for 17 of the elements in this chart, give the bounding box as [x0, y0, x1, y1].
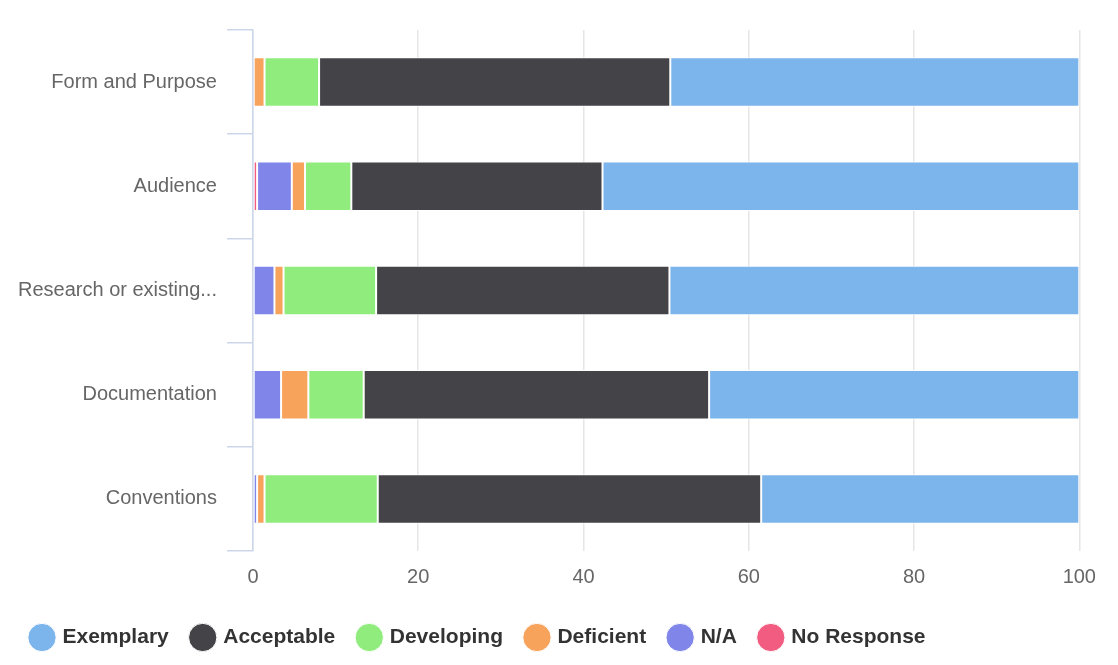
legend-label: Acceptable — [223, 624, 336, 648]
legend-label: N/A — [700, 624, 737, 648]
x-tick-label: 0 — [247, 564, 259, 587]
x-tick-label: 100 — [1062, 564, 1096, 587]
x-tick-label: 60 — [737, 564, 760, 587]
y-tick-label: Form and Purpose — [51, 69, 217, 92]
x-tick-label: 20 — [407, 564, 430, 587]
y-tick-label: Audience — [133, 173, 217, 196]
legend-label: Developing — [389, 624, 503, 648]
y-tick-label: Research or existing... — [17, 278, 217, 301]
x-tick-label: 40 — [572, 564, 595, 587]
x-tick-label: 80 — [902, 564, 926, 587]
legend-label: Exemplary — [62, 624, 170, 648]
y-tick-label: Conventions — [105, 486, 217, 509]
legend-label: Deficient — [557, 624, 647, 648]
y-tick-label: Documentation — [82, 382, 217, 405]
legend-label: No Response — [791, 624, 926, 648]
